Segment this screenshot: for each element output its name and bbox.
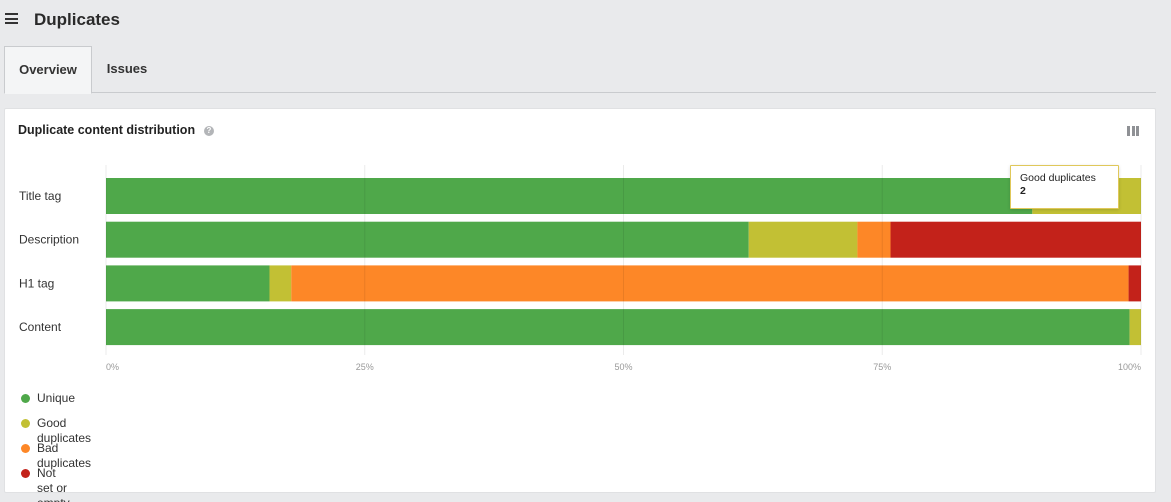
- bar-segment-h1-tag-unique[interactable]: [106, 265, 270, 302]
- bar-segment-h1-tag-bad-duplicates[interactable]: [291, 265, 1129, 302]
- stacked-bar-chart: Title tag Description H1 tag Content 0% 25% 50…: [19, 165, 1142, 372]
- bar-segment-title-tag-unique[interactable]: [106, 178, 1033, 214]
- chart-card: Duplicate content distribution ? Title t…: [4, 108, 1156, 502]
- tooltip-label: Good duplicates: [1020, 172, 1096, 184]
- category-label: Description: [19, 233, 79, 247]
- x-tick-label: 75%: [873, 362, 891, 372]
- chart-title: Duplicate content distribution: [18, 123, 196, 137]
- question-circle-icon[interactable]: ?: [204, 126, 214, 136]
- bar-segment-content-good-duplicates[interactable]: [1129, 309, 1141, 346]
- x-tick-label: 25%: [356, 362, 374, 372]
- bar-segment-description-not-set-or-empty[interactable]: [890, 221, 1141, 258]
- legend-label: Unique: [37, 391, 76, 405]
- category-label: Title tag: [19, 189, 61, 203]
- page-title: Duplicates: [34, 10, 120, 29]
- tab-bar: Overview Issues: [4, 46, 1156, 94]
- legend-label: Bad duplicates: [37, 441, 92, 470]
- tab-overview[interactable]: Overview: [4, 46, 92, 94]
- legend-label: Good duplicates: [37, 416, 92, 445]
- bar-segment-h1-tag-not-set-or-empty[interactable]: [1128, 265, 1141, 302]
- bar-segment-description-unique[interactable]: [106, 221, 749, 258]
- legend-dot-good-duplicates: [21, 419, 30, 428]
- x-tick-label: 0%: [106, 362, 119, 372]
- tab-issues[interactable]: Issues: [106, 61, 148, 76]
- bar-segment-description-good-duplicates[interactable]: [748, 221, 858, 258]
- category-label: H1 tag: [19, 276, 54, 290]
- category-label: Content: [19, 320, 62, 334]
- bar-segment-description-bad-duplicates[interactable]: [857, 221, 891, 258]
- chart-tooltip: Good duplicates 2: [1010, 165, 1119, 209]
- legend-dot-bad-duplicates: [21, 444, 30, 453]
- legend-label: Not set or empty: [37, 466, 70, 502]
- x-tick-label: 50%: [614, 362, 632, 372]
- tooltip-value: 2: [1020, 185, 1026, 197]
- top-bar: Duplicates: [0, 0, 1171, 40]
- legend-dot-unique: [21, 394, 30, 403]
- bar-segment-content-unique[interactable]: [106, 309, 1130, 346]
- x-tick-label: 100%: [1118, 362, 1141, 372]
- legend-dot-not-set: [21, 469, 30, 478]
- bar-segment-h1-tag-good-duplicates[interactable]: [269, 265, 292, 302]
- columns-icon[interactable]: [1127, 126, 1139, 136]
- hamburger-menu-icon[interactable]: [5, 13, 18, 24]
